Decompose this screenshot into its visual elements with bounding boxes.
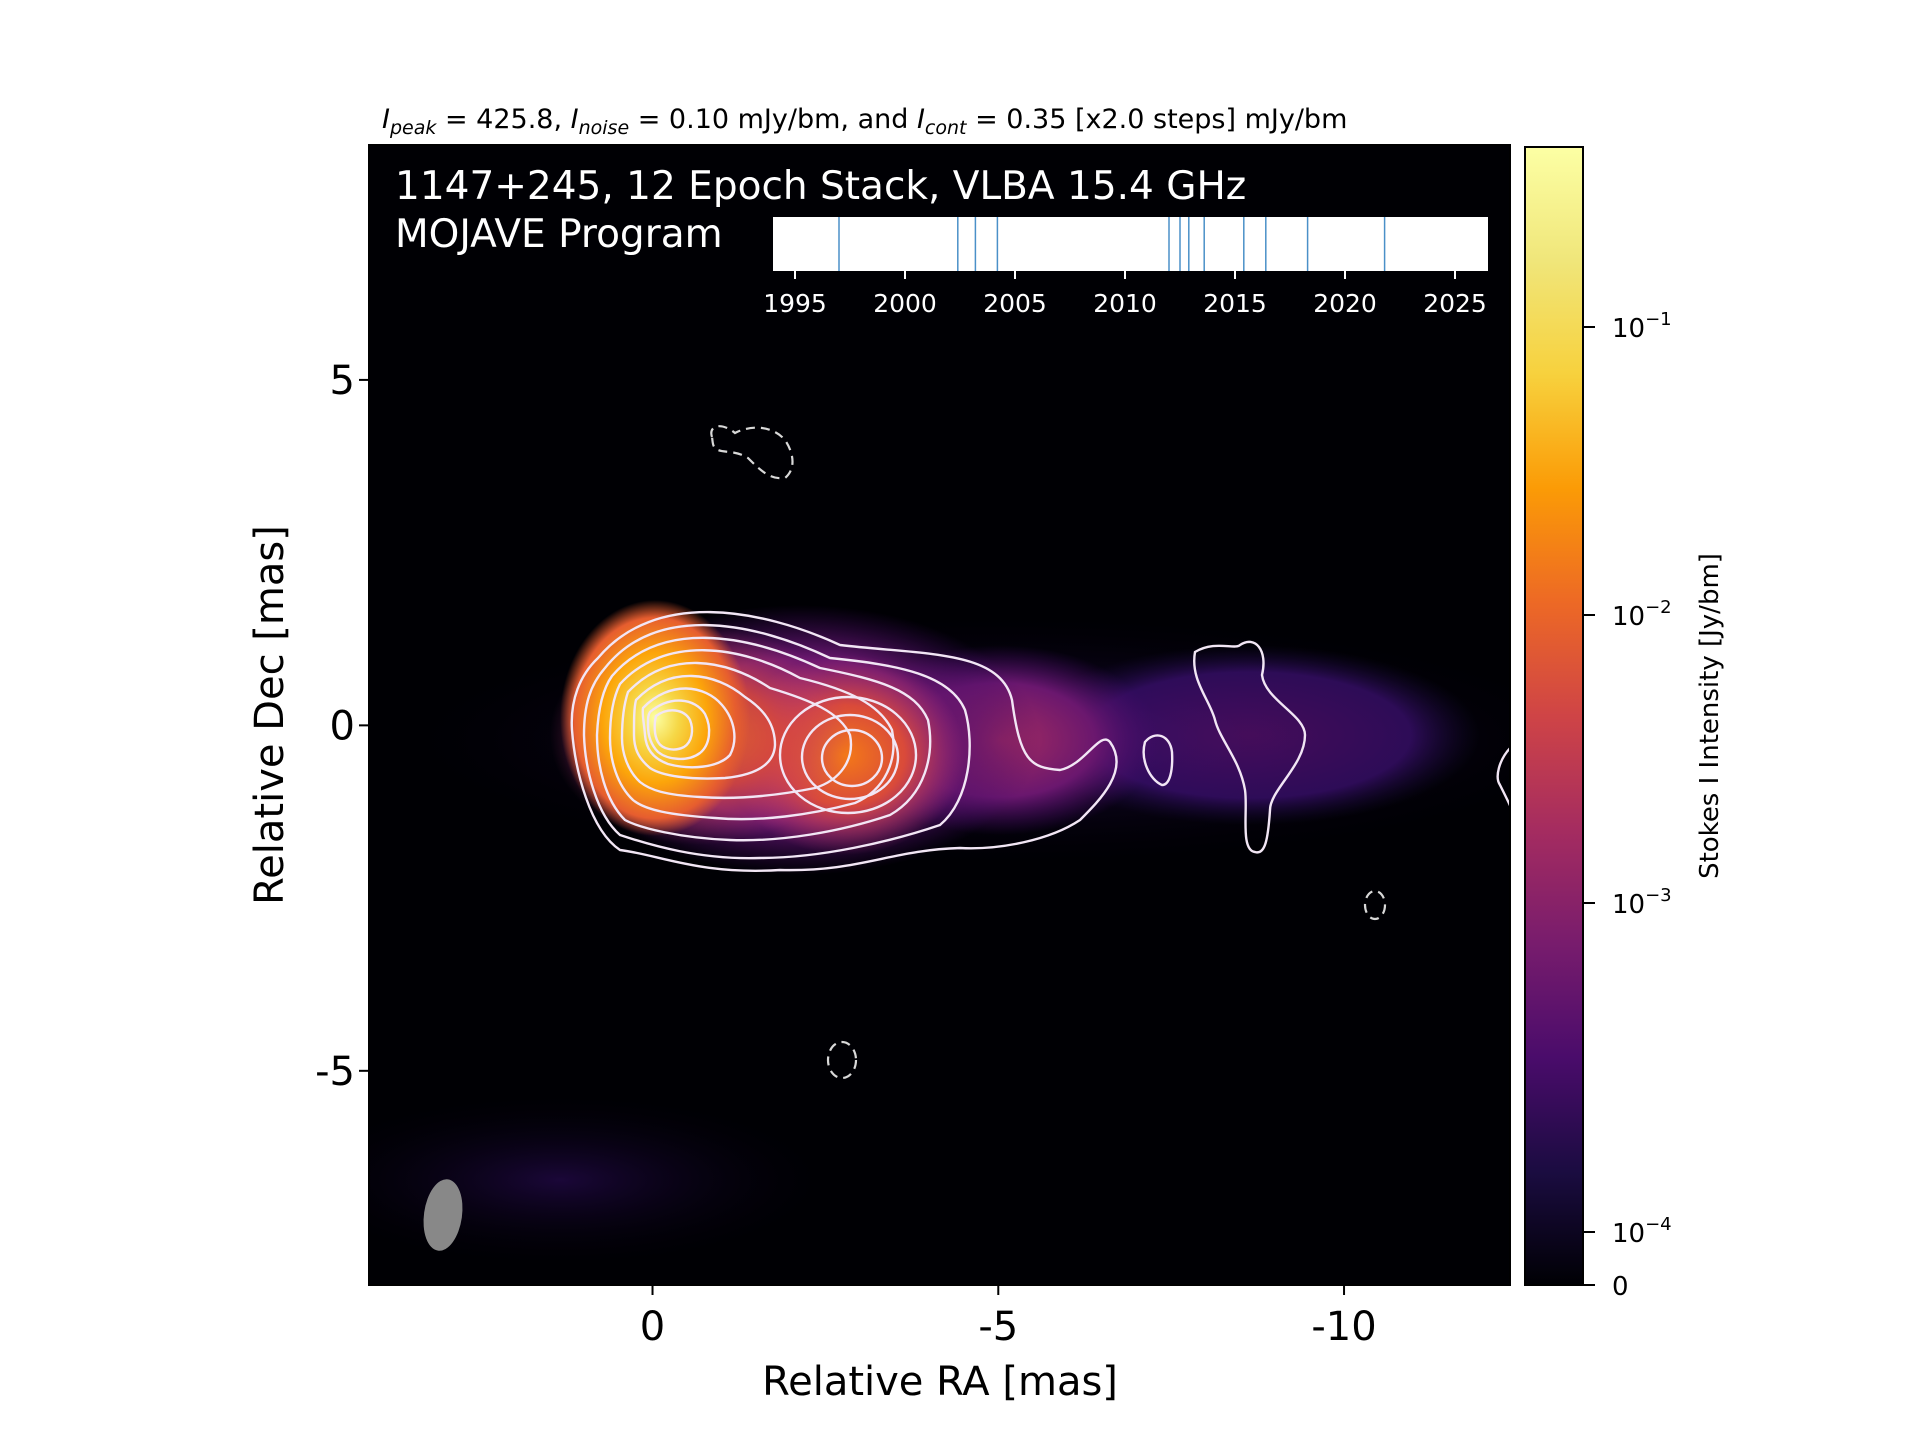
colorbar-tick-label: 10−4	[1612, 1214, 1672, 1249]
epoch-tick-label: 2005	[983, 289, 1047, 318]
colorbar-tick-label: 10−2	[1612, 597, 1672, 632]
y-axis: 5 0 -5	[315, 358, 369, 1095]
epoch-tick-label: 2020	[1313, 289, 1377, 318]
colorbar-axis: 10−1 10−2 10−3 10−4 0	[1583, 309, 1672, 1302]
x-axis-label: Relative RA [mas]	[762, 1359, 1118, 1405]
contour-level-7	[641, 687, 736, 769]
epoch-tick-label: 2015	[1203, 289, 1267, 318]
x-tick-label: 0	[640, 1304, 665, 1350]
plot-frame	[368, 144, 1511, 1286]
contour-blob-b	[1193, 640, 1307, 854]
colorbar-tick-label: 0	[1612, 1272, 1629, 1302]
colorbar	[1524, 146, 1584, 1286]
negative-contours	[710, 425, 1387, 1080]
epoch-tick-label: 2025	[1423, 289, 1487, 318]
epoch-axis: 1995 2000 2005 2010 2015 2020 2025	[763, 271, 1487, 318]
colorbar-tick-label: 10−3	[1612, 885, 1672, 920]
epoch-timeline-box	[773, 217, 1488, 271]
chart-title: Ipeak = 425.8, Inoise = 0.10 mJy/bm, and…	[382, 104, 1347, 139]
epoch-tick-label: 1995	[763, 289, 827, 318]
y-axis-label: Relative Dec [mas]	[247, 525, 293, 905]
contour-level-6	[632, 674, 777, 780]
contour-knot-2	[800, 713, 900, 801]
contour-level-4	[608, 649, 895, 821]
contour-level-9	[653, 709, 694, 751]
x-tick-label: -10	[1311, 1304, 1376, 1350]
epoch-timeline: 1995 2000 2005 2010 2015 2020 2025	[763, 217, 1488, 318]
contour-level-5	[620, 661, 853, 800]
y-tick-label: 0	[330, 703, 355, 749]
epoch-tick-label: 2000	[873, 289, 937, 318]
x-tick-label: -5	[978, 1304, 1018, 1350]
y-tick-label: -5	[315, 1049, 355, 1095]
colorbar-label: Stokes I Intensity [Jy/bm]	[1695, 553, 1725, 879]
contour-blob-a	[1142, 734, 1174, 787]
contour-knot-3	[820, 728, 884, 788]
source-title: 1147+245, 12 Epoch Stack, VLBA 15.4 GHz	[395, 164, 1246, 209]
epoch-markers	[838, 217, 1386, 271]
epoch-tick-label: 2010	[1093, 289, 1157, 318]
contours	[570, 610, 1510, 872]
beam-ellipse	[423, 1179, 463, 1251]
contour-knot-1	[778, 695, 918, 815]
contour-level-3	[595, 636, 932, 842]
contour-level-8	[646, 699, 711, 761]
contour-level-1	[570, 610, 1118, 872]
colorbar-tick-label: 10−1	[1612, 309, 1672, 344]
y-tick-label: 5	[330, 358, 355, 404]
program-label: MOJAVE Program	[395, 212, 723, 257]
x-axis: 0 -5 -10	[640, 1285, 1377, 1350]
contour-level-2	[582, 623, 971, 860]
